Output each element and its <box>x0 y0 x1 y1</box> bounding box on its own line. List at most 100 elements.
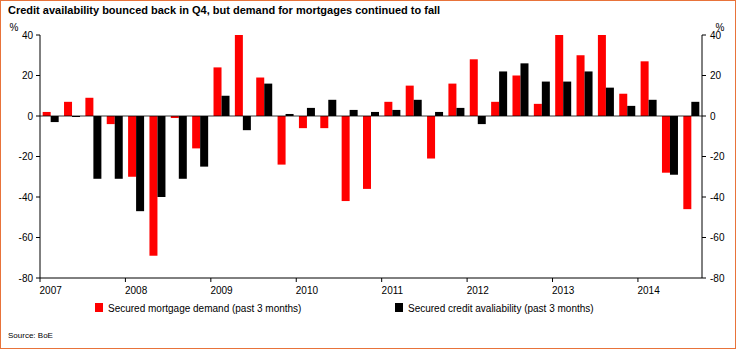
y2-tick-label: 0 <box>710 111 716 122</box>
bar <box>93 116 101 179</box>
y2-tick-label: -40 <box>710 192 725 203</box>
y2-tick-label: 40 <box>710 30 722 41</box>
bar <box>136 116 144 211</box>
title: Credit availability bounced back in Q4, … <box>8 4 440 16</box>
x-tick <box>40 278 41 282</box>
bar <box>534 104 542 116</box>
bar <box>115 116 123 179</box>
y2-tick-label: -80 <box>710 273 725 284</box>
x-tick <box>552 278 553 282</box>
bar <box>243 116 251 130</box>
bar <box>299 116 307 128</box>
bar <box>107 116 115 124</box>
y2-tick <box>702 35 706 36</box>
y-tick <box>36 197 40 198</box>
bar <box>128 116 136 177</box>
y2-tick <box>702 197 706 198</box>
x-tick <box>467 278 468 282</box>
bar <box>235 35 243 116</box>
y2-tick <box>702 156 706 157</box>
x-tick-label: 2014 <box>637 285 660 296</box>
y-tick-label: -80 <box>19 273 34 284</box>
bar <box>499 71 507 116</box>
x-tick <box>210 278 211 282</box>
bar <box>384 102 392 116</box>
y-tick <box>36 116 40 117</box>
x-axis <box>40 278 702 279</box>
y-tick <box>36 35 40 36</box>
x-tick <box>125 278 126 282</box>
bar <box>43 112 51 116</box>
bar <box>157 116 165 197</box>
bar <box>520 63 528 116</box>
y-tick-label: 20 <box>22 70 34 81</box>
bars <box>43 35 700 256</box>
y-tick <box>36 237 40 238</box>
bar <box>371 112 379 116</box>
bar <box>320 116 328 128</box>
frame <box>1 1 736 349</box>
x-tick-label: 2008 <box>125 285 148 296</box>
x-tick <box>637 278 638 282</box>
bar <box>85 98 93 116</box>
x-tick-label: 2013 <box>552 285 575 296</box>
bar <box>619 94 627 116</box>
y-tick <box>36 156 40 157</box>
bar <box>278 116 286 165</box>
y2-tick <box>702 237 706 238</box>
x-tick-label: 2009 <box>210 285 233 296</box>
x-tick-label: 2011 <box>382 285 404 296</box>
bar <box>606 88 614 116</box>
bar <box>192 116 200 148</box>
bar <box>307 108 315 116</box>
y2-tick <box>702 116 706 117</box>
y-tick-label: -20 <box>19 151 34 162</box>
y-tick-label: 0 <box>27 111 33 122</box>
legend-swatch <box>95 303 103 312</box>
bar <box>470 59 478 116</box>
y-label: % <box>10 22 19 33</box>
bar <box>585 71 593 116</box>
y2-tick-label: -60 <box>710 232 725 243</box>
bar <box>363 116 371 189</box>
y-tick <box>36 75 40 76</box>
bar <box>64 102 72 116</box>
bar <box>649 100 657 116</box>
legend-label: Secured credit avaliability (past 3 mont… <box>408 303 594 314</box>
bar <box>342 116 350 201</box>
bar <box>448 84 456 116</box>
bar <box>214 67 222 116</box>
bar <box>577 55 585 116</box>
bar <box>478 116 486 124</box>
x-tick <box>381 278 382 282</box>
y2-tick-label: 20 <box>710 70 722 81</box>
bar <box>670 116 678 175</box>
bar <box>435 112 443 116</box>
y2-tick <box>702 75 706 76</box>
bar <box>456 108 464 116</box>
bar <box>406 86 414 116</box>
bar <box>222 96 230 116</box>
y2-tick <box>702 278 706 279</box>
bar <box>641 61 649 116</box>
y-tick-label: 40 <box>22 30 34 41</box>
source: Source: BoE <box>8 331 53 340</box>
legend-label: Secured mortgage demand (past 3 months) <box>108 303 301 314</box>
bar <box>563 82 571 116</box>
y-tick-label: -60 <box>19 232 34 243</box>
bar <box>627 106 635 116</box>
bar <box>414 100 422 116</box>
bar <box>555 35 563 116</box>
bar <box>200 116 208 167</box>
bar <box>662 116 670 173</box>
bar <box>683 116 691 209</box>
y-tick-label: -40 <box>19 192 34 203</box>
x-tick-label: 2010 <box>296 285 319 296</box>
bar <box>491 102 499 116</box>
bar <box>427 116 435 159</box>
zero-line <box>40 116 702 117</box>
x-tick-label: 2012 <box>467 285 490 296</box>
legend-swatch <box>395 303 403 312</box>
bar <box>328 100 336 116</box>
y-tick <box>36 278 40 279</box>
